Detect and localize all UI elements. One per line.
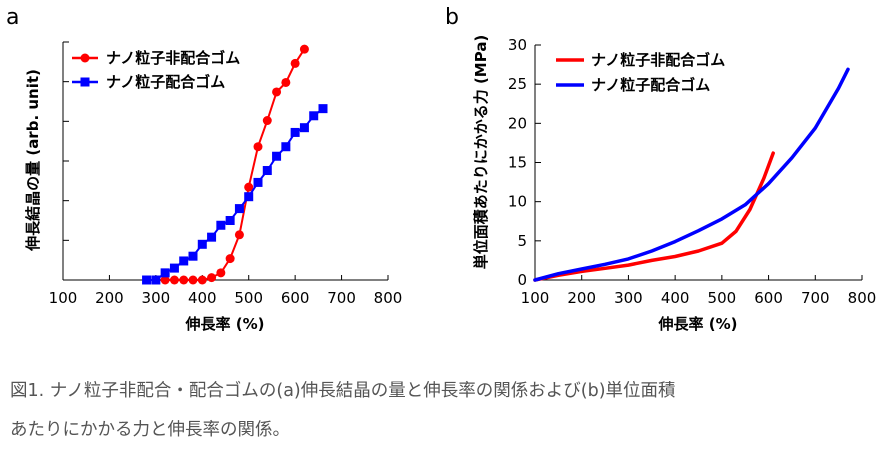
panel-a-data-point bbox=[244, 192, 254, 202]
panel-b-y-tick-label: 15 bbox=[508, 154, 527, 172]
panel-b-series-line bbox=[533, 67, 850, 282]
panel-a-label: a bbox=[6, 5, 19, 30]
panel-a-x-tick-label: 400 bbox=[188, 289, 217, 307]
panel-a-data-point bbox=[225, 216, 235, 225]
figure-caption: 図1. ナノ粒子非配合・配合ゴムの(a)伸長結晶の量と伸長率の関係および(b)単… bbox=[10, 372, 880, 450]
panel-b-x-tick-label: 700 bbox=[801, 289, 830, 307]
panel-b-series-non-filled bbox=[533, 151, 775, 282]
panel-a-data-point bbox=[262, 116, 272, 126]
caption-line-2: あたりにかかる力と伸長率の関係。 bbox=[10, 420, 290, 440]
panel-b-x-tick-label: 600 bbox=[754, 289, 783, 307]
panel-a-data-point bbox=[216, 268, 226, 278]
panel-a-chart: a 100 200 300 400 500 600 700 800 伸長率 (%) 伸長結晶の… bbox=[6, 5, 402, 333]
panel-b-y-tick-label: 20 bbox=[508, 114, 527, 132]
panel-a-data-point bbox=[262, 166, 272, 176]
panel-a-data-point bbox=[253, 177, 263, 187]
panel-b-series-line bbox=[533, 151, 775, 282]
panel-a-data-point bbox=[290, 127, 300, 137]
panel-a-data-point bbox=[290, 58, 300, 68]
panel-b-label: b bbox=[445, 5, 459, 30]
panel-a-y-axis-title: 伸長結晶の量 (arb. unit) bbox=[24, 69, 42, 252]
panel-a-x-tick-label: 500 bbox=[234, 289, 263, 307]
panel-a-series-filled bbox=[142, 104, 328, 285]
panel-b-y-tick-label: 0 bbox=[517, 271, 527, 289]
panel-a-x-tick-label: 600 bbox=[281, 289, 310, 307]
panel-a-x-tick-label: 700 bbox=[327, 289, 356, 307]
panel-a-data-point bbox=[169, 263, 179, 273]
panel-a-data-point bbox=[142, 275, 152, 285]
panel-a-data-point bbox=[207, 232, 217, 242]
panel-b-series-filled bbox=[533, 67, 850, 282]
figure: a 100 200 300 400 500 600 700 800 伸長率 (%) 伸長結晶の… bbox=[6, 5, 876, 333]
panel-b-x-tick-label: 100 bbox=[521, 289, 550, 307]
panel-b-legend-label-non-filled: ナノ粒子非配合ゴム bbox=[591, 51, 725, 69]
panel-b-y-axis-title: 単位面積あたりにかかる力 (MPa) bbox=[472, 35, 490, 270]
panel-b-x-tick-label: 500 bbox=[708, 289, 737, 307]
panel-a-data-point bbox=[188, 251, 198, 261]
panel-b-y-tick-label: 25 bbox=[508, 75, 527, 93]
panel-a-data-point bbox=[234, 230, 244, 240]
panel-a-data-point bbox=[234, 204, 244, 214]
caption-line-1: 図1. ナノ粒子非配合・配合ゴムの(a)伸長結晶の量と伸長率の関係および(b)単… bbox=[10, 381, 676, 401]
panel-a-data-point bbox=[179, 256, 189, 266]
panel-a-legend: ナノ粒子非配合ゴム ナノ粒子配合ゴム bbox=[72, 49, 240, 91]
panel-a-data-point bbox=[281, 142, 291, 152]
panel-a-data-point bbox=[197, 275, 207, 285]
panel-b-x-tick-label: 800 bbox=[848, 289, 877, 307]
panel-a-legend-label-non-filled: ナノ粒子非配合ゴム bbox=[106, 49, 240, 67]
panel-a-data-point bbox=[207, 273, 217, 283]
panel-a-data-point bbox=[160, 268, 170, 278]
panel-b-x-tick-label: 400 bbox=[661, 289, 690, 307]
panel-a-data-point bbox=[160, 275, 170, 285]
panel-a-data-point bbox=[272, 87, 282, 97]
panel-a-legend-label-filled: ナノ粒子配合ゴム bbox=[106, 73, 225, 91]
panel-a-legend-marker-non-filled bbox=[80, 53, 90, 63]
panel-a-x-tick-label: 200 bbox=[95, 289, 124, 307]
panel-b-y-tick-label: 30 bbox=[508, 36, 527, 54]
panel-a-data-point bbox=[309, 111, 319, 121]
panel-a-data-point bbox=[299, 123, 309, 133]
panel-a-data-point bbox=[272, 151, 282, 161]
panel-b-y-tick-label: 5 bbox=[517, 232, 527, 250]
panel-a-data-point bbox=[225, 254, 235, 264]
panel-a-data-point bbox=[244, 182, 254, 192]
panel-b-y-tick-label: 10 bbox=[508, 193, 527, 211]
panel-a-data-point bbox=[188, 275, 198, 285]
panel-a-data-point bbox=[151, 275, 161, 285]
panel-a-x-axis-title: 伸長率 (%) bbox=[185, 315, 265, 333]
panel-b-x-tick-label: 200 bbox=[567, 289, 596, 307]
panel-b-x-tick-label: 300 bbox=[614, 289, 643, 307]
panel-b-x-axis-title: 伸長率 (%) bbox=[658, 315, 738, 333]
panel-a-x-tick-label: 800 bbox=[374, 289, 403, 307]
panel-a-legend-marker-filled bbox=[80, 77, 90, 87]
panel-a-data-point bbox=[281, 77, 291, 87]
panel-a-data-point bbox=[179, 275, 189, 285]
panel-a-x-tick-label: 300 bbox=[142, 289, 171, 307]
panel-a-data-point bbox=[299, 44, 309, 54]
panel-a-data-point bbox=[216, 220, 226, 230]
panel-a-series-non-filled bbox=[151, 44, 309, 285]
panel-b-legend-label-filled: ナノ粒子配合ゴム bbox=[591, 76, 710, 94]
panel-a-data-point bbox=[318, 104, 328, 114]
panel-b-legend: ナノ粒子非配合ゴム ナノ粒子配合ゴム bbox=[556, 51, 725, 94]
panel-a-x-tick-label: 100 bbox=[49, 289, 78, 307]
panel-a-data-point bbox=[253, 142, 263, 152]
panel-a-data-point bbox=[169, 275, 179, 285]
panel-a-data-point bbox=[197, 239, 207, 249]
